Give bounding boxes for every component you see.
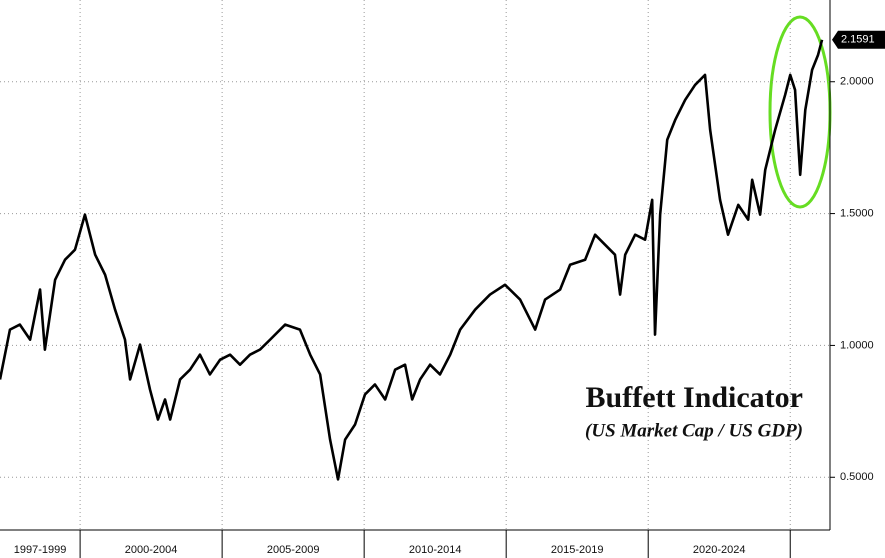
y-tick-label: 0.5000 [840,471,874,483]
y-tick-label: 1.5000 [840,207,874,219]
x-period-label: 2010-2014 [409,544,462,556]
y-tick-label: 1.0000 [840,339,874,351]
last-value-label: 2.1591 [841,34,875,46]
x-period-label: 2000-2004 [125,544,178,556]
x-period-label: 1997-1999 [14,544,67,556]
x-period-label: 2015-2019 [551,544,604,556]
x-period-label: 2020-2024 [693,544,746,556]
last-value-box [832,30,885,49]
y-tick-label: 2.0000 [840,76,874,88]
chart-subtitle: (US Market Cap / US GDP) [585,420,803,441]
x-period-label: 2005-2009 [267,544,320,556]
chart-title: Buffett Indicator [586,381,803,414]
data-line [0,39,824,481]
